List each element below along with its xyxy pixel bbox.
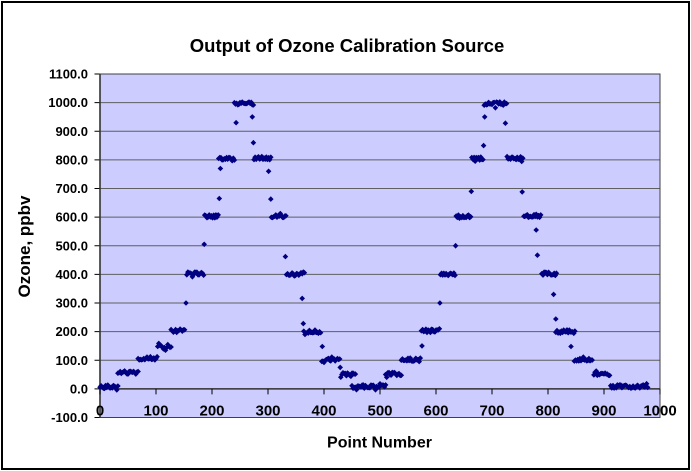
svg-text:600.0: 600.0: [55, 210, 88, 225]
svg-text:900: 900: [591, 403, 616, 420]
svg-text:1000: 1000: [643, 403, 676, 420]
svg-text:500: 500: [367, 403, 392, 420]
svg-text:600: 600: [423, 403, 448, 420]
svg-text:100: 100: [143, 403, 168, 420]
svg-text:200.0: 200.0: [55, 324, 88, 339]
svg-text:700.0: 700.0: [55, 181, 88, 196]
svg-text:900.0: 900.0: [55, 124, 88, 139]
svg-text:0.0: 0.0: [70, 381, 88, 396]
svg-text:400: 400: [311, 403, 336, 420]
svg-text:-100.0: -100.0: [51, 410, 88, 425]
svg-text:Ozone, ppbv: Ozone, ppbv: [15, 195, 34, 298]
svg-text:500.0: 500.0: [55, 238, 88, 253]
svg-text:0: 0: [96, 403, 104, 420]
svg-text:800.0: 800.0: [55, 152, 88, 167]
svg-text:100.0: 100.0: [55, 353, 88, 368]
svg-text:400.0: 400.0: [55, 267, 88, 282]
svg-text:300: 300: [255, 403, 280, 420]
svg-text:1100.0: 1100.0: [49, 67, 88, 82]
svg-text:300.0: 300.0: [55, 296, 88, 311]
svg-text:1000.0: 1000.0: [48, 95, 88, 110]
svg-text:700: 700: [479, 403, 504, 420]
svg-text:Point Number: Point Number: [327, 435, 432, 452]
svg-text:200: 200: [199, 403, 224, 420]
svg-text:Output of Ozone Calibration So: Output of Ozone Calibration Source: [190, 35, 505, 56]
svg-text:800: 800: [535, 403, 560, 420]
